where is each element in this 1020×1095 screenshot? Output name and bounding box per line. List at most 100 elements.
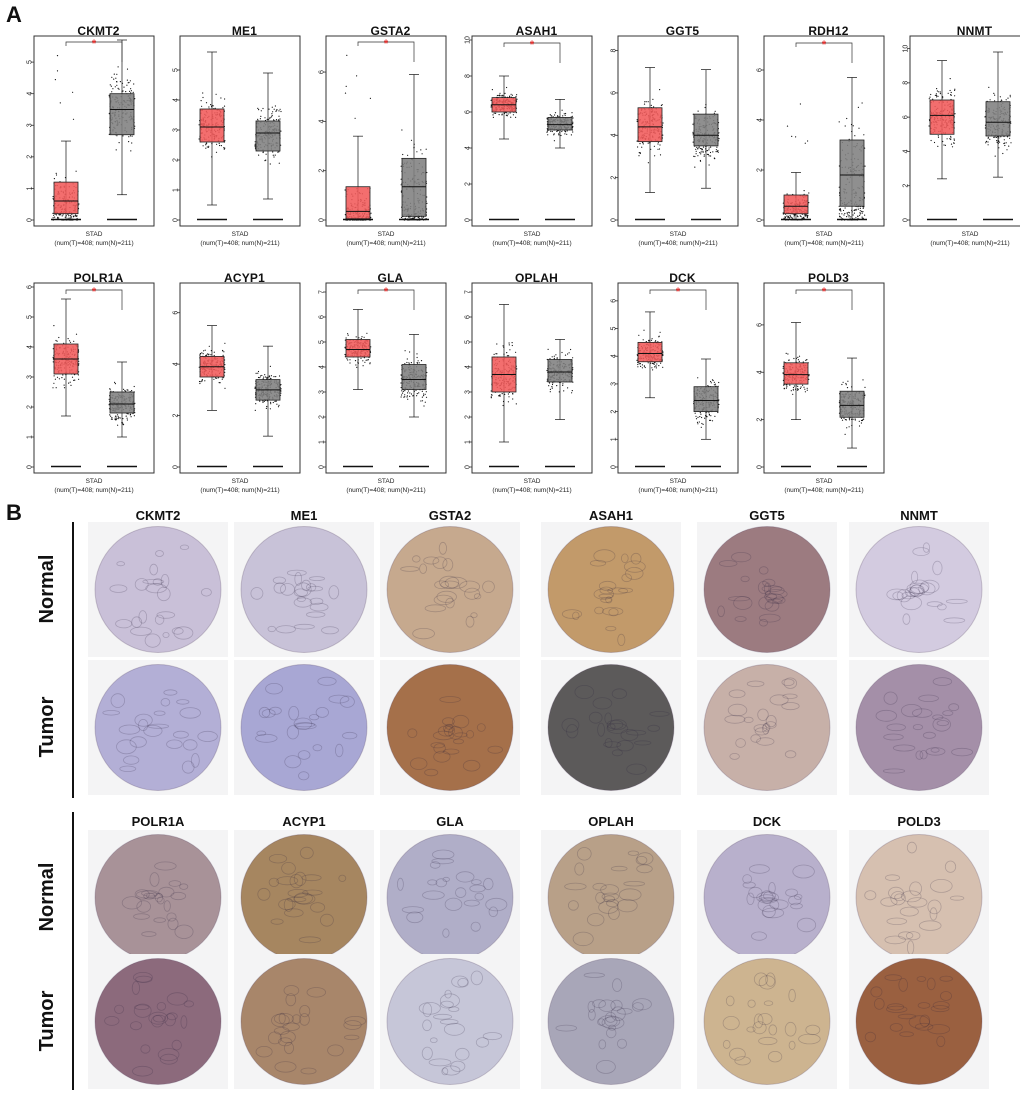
jitter-point: [847, 214, 849, 216]
y-tick-label: 2: [903, 184, 910, 188]
jitter-point: [63, 384, 65, 386]
jitter-point: [276, 109, 278, 111]
jitter-point: [278, 110, 280, 112]
y-tick-label: 6: [465, 110, 472, 114]
jitter-point: [109, 388, 111, 390]
jitter-point: [265, 407, 267, 409]
jitter-point: [360, 337, 362, 340]
jitter-point: [692, 123, 694, 125]
jitter-point: [714, 415, 716, 417]
jitter-point: [515, 95, 517, 98]
jitter-point: [111, 417, 113, 419]
jitter-point: [492, 116, 494, 118]
jitter-point: [717, 151, 719, 153]
jitter-point: [266, 405, 268, 408]
significance-bracket: [503, 42, 561, 63]
jitter-point: [939, 93, 941, 95]
jitter-point: [119, 81, 121, 83]
jitter-point: [567, 387, 569, 389]
plot-title: POLR1A: [73, 271, 124, 285]
jitter-point: [657, 143, 659, 145]
jitter-point: [996, 141, 998, 143]
jitter-point: [271, 113, 273, 115]
jitter-point: [108, 398, 110, 400]
jitter-point: [706, 150, 708, 152]
jitter-point: [662, 122, 664, 124]
jitter-point: [274, 154, 276, 156]
jitter-point: [262, 400, 264, 402]
jitter-point: [954, 95, 956, 97]
jitter-point: [210, 104, 212, 106]
jitter-point: [498, 114, 500, 116]
jitter-point: [128, 136, 130, 138]
jitter-point: [499, 92, 501, 94]
jitter-point: [257, 118, 259, 120]
jitter-point: [863, 134, 865, 136]
jitter-point: [515, 403, 517, 405]
jitter-point: [63, 378, 65, 380]
jitter-point: [62, 214, 64, 216]
sample-count-label: (num(T)=408; num(N)=211): [200, 487, 279, 494]
jitter-point: [355, 336, 357, 338]
jitter-point: [839, 208, 841, 210]
jitter-point: [994, 94, 996, 96]
jitter-point: [552, 382, 554, 384]
significance-star: *: [92, 286, 97, 298]
jitter-point: [844, 207, 846, 209]
jitter-point: [401, 390, 403, 392]
jitter-point: [783, 217, 785, 219]
plot-frame: [617, 35, 739, 227]
y-tick-label: 10: [465, 36, 472, 44]
jitter-point: [202, 96, 204, 99]
jitter-point: [361, 336, 363, 338]
jitter-point: [127, 82, 129, 84]
jitter-point: [572, 117, 574, 119]
jitter-point: [695, 415, 697, 417]
jitter-point: [422, 216, 425, 218]
jitter-point: [862, 211, 864, 213]
jitter-point: [942, 140, 944, 143]
dataset-label: STAD: [232, 231, 249, 238]
jitter-point: [362, 360, 364, 362]
jitter-point: [859, 213, 861, 215]
jitter-point: [994, 155, 996, 157]
y-tick-label: 0: [903, 218, 910, 222]
jitter-point: [261, 374, 263, 377]
jitter-point: [798, 355, 801, 357]
jitter-point: [1000, 136, 1002, 138]
jitter-point: [420, 360, 423, 362]
jitter-point: [277, 151, 279, 153]
jitter-point: [409, 395, 411, 397]
y-tick-label: 2: [173, 414, 180, 418]
jitter-point: [989, 138, 991, 140]
jitter-point: [345, 337, 347, 339]
jitter-point: [547, 134, 549, 136]
jitter-point: [491, 89, 493, 91]
jitter-point: [846, 117, 848, 120]
jitter-point: [128, 141, 130, 143]
jitter-point: [205, 147, 207, 149]
jitter-point: [201, 380, 203, 382]
jitter-point: [224, 364, 226, 366]
jitter-point: [411, 217, 413, 219]
jitter-point: [996, 136, 998, 138]
jitter-point: [791, 135, 793, 137]
jitter-point: [202, 353, 204, 355]
jitter-point: [356, 75, 358, 77]
jitter-point: [647, 101, 649, 103]
jitter-point: [346, 358, 348, 360]
jitter-point: [654, 362, 656, 364]
jitter-point: [110, 415, 112, 417]
jitter-point: [993, 92, 995, 94]
jitter-point: [490, 106, 492, 108]
jitter-point: [116, 73, 118, 75]
jitter-point: [954, 89, 956, 91]
jitter-point: [933, 141, 936, 144]
jitter-point: [369, 363, 371, 365]
jitter-point: [1005, 142, 1007, 144]
boxplot-nnmt: NNMT 0 2 4 6 8 10 STAD (num(T)=408; num(N)=211): [902, 16, 1020, 261]
jitter-point: [930, 93, 932, 96]
jitter-point: [421, 396, 423, 398]
jitter-point: [799, 103, 801, 105]
jitter-point: [260, 110, 262, 112]
